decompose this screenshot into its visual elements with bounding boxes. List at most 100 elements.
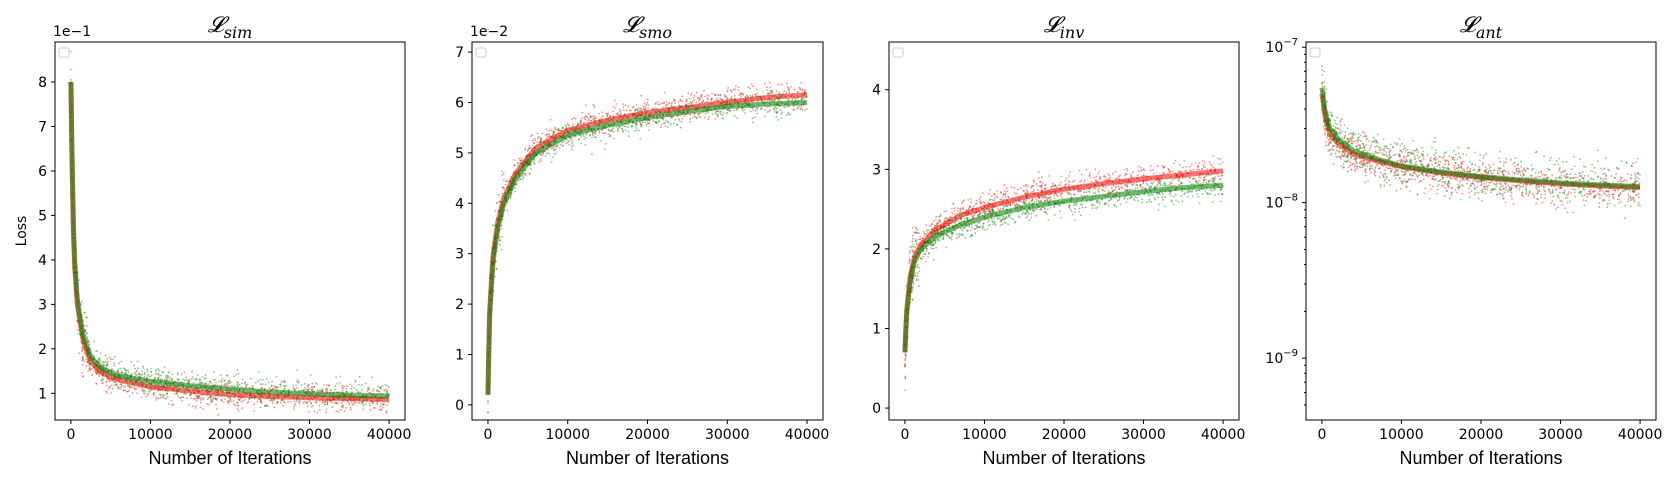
scatter-point: [1056, 195, 1059, 198]
scatter-point: [157, 377, 160, 379]
scatter-point: [928, 252, 930, 255]
scatter-point: [343, 397, 345, 400]
scatter-point: [371, 389, 374, 392]
scatter-point: [1002, 193, 1005, 196]
scatter-point: [97, 370, 99, 373]
scatter-point: [335, 401, 337, 404]
scatter-point: [925, 233, 928, 236]
scatter-point: [146, 370, 149, 373]
scatter-point: [500, 248, 503, 251]
scatter-point: [233, 393, 236, 396]
scatter-point: [181, 396, 184, 399]
scatter-point: [711, 92, 713, 95]
scatter-point: [88, 343, 91, 346]
scatter-point: [553, 131, 556, 134]
scatter-point: [1221, 161, 1224, 164]
scatter-point: [161, 378, 164, 381]
scatter-point: [732, 88, 735, 91]
scatter-point: [236, 408, 239, 410]
scatter-point: [668, 122, 671, 125]
scatter-point: [257, 380, 259, 382]
scatter-point: [647, 122, 650, 125]
scatter-point: [773, 99, 775, 102]
scatter-point: [227, 396, 230, 399]
scatter-point: [982, 226, 984, 229]
scatter-point: [553, 130, 556, 133]
scatter-point: [102, 373, 104, 376]
scatter-point: [1067, 193, 1070, 195]
scatter-point: [1040, 185, 1042, 188]
scatter-point: [793, 95, 795, 98]
scatter-point: [704, 101, 706, 104]
scatter-point: [662, 102, 665, 104]
scatter-point: [1057, 184, 1060, 187]
scatter-point: [530, 168, 532, 171]
scatter-point: [355, 388, 358, 391]
scatter-point: [1212, 166, 1215, 169]
scatter-point: [150, 370, 152, 373]
scatter-point: [98, 357, 101, 359]
scatter-point: [776, 110, 779, 113]
scatter-point: [741, 92, 743, 95]
scatter-point: [536, 132, 539, 135]
scatter-point: [552, 133, 555, 135]
scatter-point: [545, 134, 547, 137]
scatter-point: [529, 135, 532, 138]
scatter-point: [557, 127, 559, 130]
scatter-point: [284, 381, 286, 384]
scatter-point: [111, 379, 113, 382]
scatter-point: [1212, 180, 1214, 183]
scatter-point: [982, 192, 984, 195]
scatter-point: [96, 370, 99, 373]
scatter-point: [227, 385, 230, 387]
scatter-point: [959, 209, 962, 212]
scatter-point: [570, 138, 573, 141]
scatter-point: [670, 104, 673, 107]
scatter-point: [953, 210, 956, 213]
scatter-point: [1126, 198, 1129, 200]
scatter-point: [670, 103, 673, 105]
scatter-point: [265, 404, 268, 407]
scatter-point: [165, 387, 168, 390]
scatter-point: [556, 144, 559, 146]
scatter-point: [593, 131, 596, 134]
scatter-point: [1103, 190, 1106, 193]
scatter-point: [970, 197, 972, 200]
scatter-point: [1097, 172, 1099, 175]
scatter-point: [562, 140, 565, 143]
scatter-point: [585, 134, 588, 136]
scatter-point: [89, 362, 92, 365]
scatter-point: [1191, 190, 1193, 193]
scatter-point: [988, 193, 990, 195]
scatter-point: [349, 406, 352, 409]
scatter-point: [498, 200, 501, 203]
scatter-point: [757, 96, 759, 98]
scatter-point: [295, 387, 298, 390]
scatter-point: [1051, 182, 1054, 185]
scatter-point: [552, 130, 555, 133]
scatter-point: [165, 397, 168, 400]
scatter-point: [178, 397, 181, 400]
scatter-point: [229, 381, 232, 384]
scatter-point: [1153, 197, 1156, 200]
scatter-point: [172, 403, 175, 406]
scatter-point: [243, 396, 245, 399]
scatter-point: [206, 398, 209, 401]
scatter-point: [290, 401, 292, 403]
scatter-point: [503, 192, 506, 195]
scatter-point: [260, 398, 262, 401]
scatter-point: [367, 388, 369, 391]
scatter-point: [636, 122, 638, 125]
scatter-point: [237, 381, 240, 384]
scatter-point: [305, 402, 308, 405]
scatter-point: [542, 141, 545, 143]
scatter-point: [81, 349, 84, 351]
scatter-point: [904, 354, 907, 357]
scatter-point: [238, 383, 241, 386]
scatter-point: [1174, 159, 1177, 162]
scatter-point: [528, 154, 530, 157]
scatter-point: [803, 97, 805, 100]
scatter-point: [690, 102, 693, 104]
scatter-point: [1126, 183, 1129, 186]
scatter-point: [1039, 180, 1041, 183]
